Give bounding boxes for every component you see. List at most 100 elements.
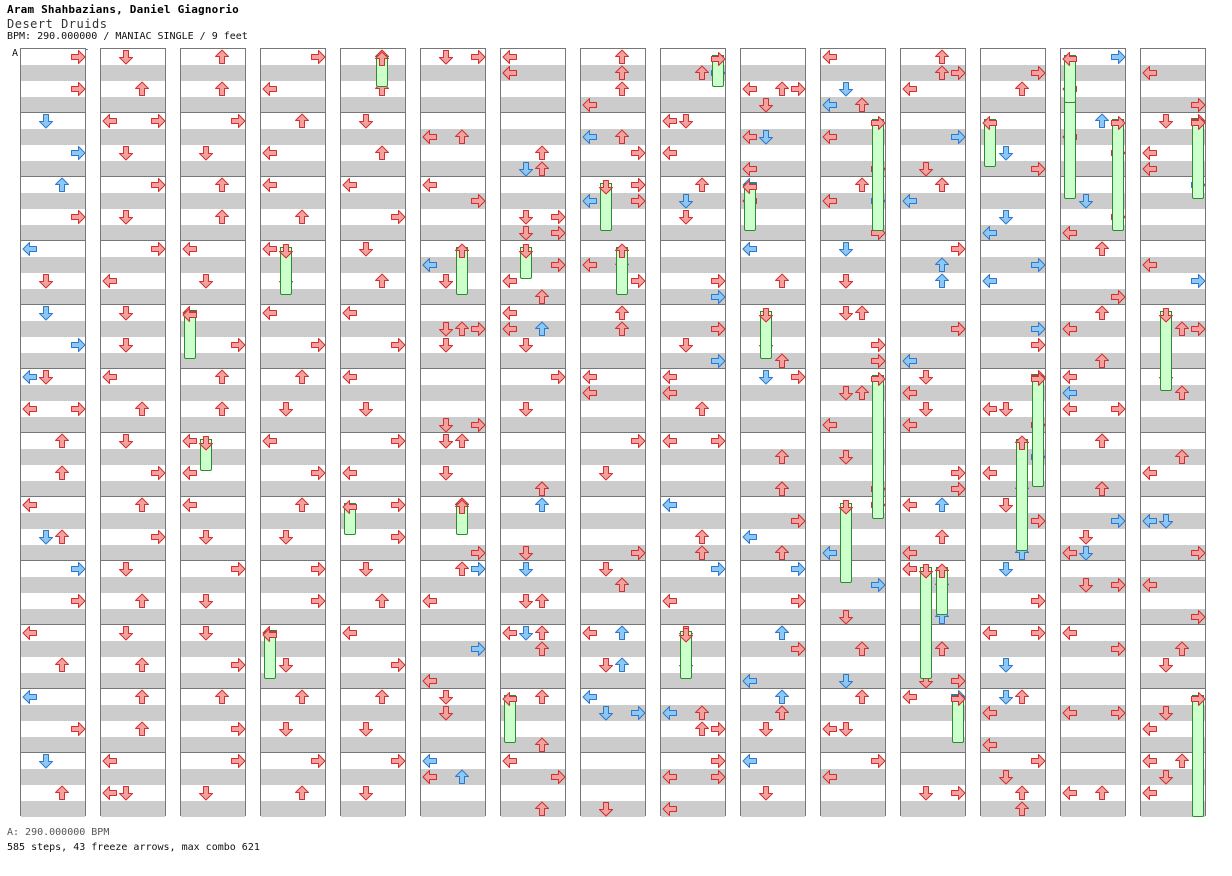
arrow-up-icon	[375, 145, 389, 160]
arrow-down-icon	[839, 274, 853, 289]
beat-stripe	[741, 257, 805, 273]
beat-stripe	[901, 481, 965, 497]
arrow-up-icon	[455, 433, 469, 448]
arrow-up-icon	[695, 721, 709, 736]
measure-line	[661, 112, 725, 113]
beat-stripe	[181, 737, 245, 753]
beat-stripe	[821, 545, 885, 561]
arrow-right-icon	[71, 146, 86, 160]
arrow-right-icon	[311, 594, 326, 608]
beat-stripe	[581, 385, 645, 401]
beat-stripe	[661, 513, 725, 529]
freeze-head-icon	[982, 116, 997, 130]
arrow-left-icon	[982, 738, 997, 752]
arrow-right-icon	[71, 50, 86, 64]
arrow-left-icon	[102, 786, 117, 800]
arrow-right-icon	[151, 242, 166, 256]
arrow-down-icon	[359, 722, 373, 737]
measure-line	[741, 688, 805, 689]
beat-stripe	[1141, 513, 1205, 529]
arrow-up-icon	[455, 321, 469, 336]
beat-stripe	[741, 737, 805, 753]
arrow-up-icon	[1095, 241, 1109, 256]
arrow-left-icon	[22, 242, 37, 256]
beat-stripe	[421, 161, 485, 177]
arrow-right-icon	[71, 82, 86, 96]
beat-stripe	[101, 737, 165, 753]
freeze-head-icon	[742, 180, 757, 194]
chart-column	[1140, 48, 1206, 817]
arrow-down-icon	[759, 98, 773, 113]
arrow-up-icon	[855, 385, 869, 400]
beat-stripe	[1061, 737, 1125, 753]
beat-stripe	[261, 481, 325, 497]
measure-line	[741, 368, 805, 369]
beat-stripe	[901, 161, 965, 177]
arrow-left-icon	[422, 130, 437, 144]
freeze-head-icon	[951, 692, 966, 706]
arrow-right-icon	[551, 258, 566, 272]
beat-stripe	[581, 737, 645, 753]
arrow-up-icon	[935, 641, 949, 656]
beat-stripe	[261, 353, 325, 369]
arrow-up-icon	[375, 689, 389, 704]
measure-line	[901, 304, 965, 305]
freeze-head-icon	[519, 244, 533, 259]
arrow-right-icon	[951, 242, 966, 256]
measure-line	[421, 240, 485, 241]
measure-line	[981, 112, 1045, 113]
arrow-down-icon	[599, 706, 613, 721]
arrow-down-icon	[759, 370, 773, 385]
beat-stripe	[741, 769, 805, 785]
arrow-down-icon	[839, 242, 853, 257]
measure-line	[261, 752, 325, 753]
arrow-up-icon	[775, 545, 789, 560]
beat-stripe	[981, 97, 1045, 113]
arrow-up-icon	[855, 305, 869, 320]
beat-stripe	[21, 705, 85, 721]
arrow-left-icon	[902, 354, 917, 368]
beat-stripe	[741, 801, 805, 817]
freeze-head-icon	[935, 563, 949, 578]
arrow-up-icon	[1175, 753, 1189, 768]
arrow-left-icon	[662, 770, 677, 784]
arrow-left-icon	[662, 706, 677, 720]
beat-stripe	[821, 705, 885, 721]
arrow-down-icon	[119, 562, 133, 577]
measure-line	[981, 496, 1045, 497]
arrow-right-icon	[151, 114, 166, 128]
arrow-up-icon	[695, 529, 709, 544]
beat-stripe	[821, 193, 885, 209]
arrow-up-icon	[135, 497, 149, 512]
beat-stripe	[661, 417, 725, 433]
arrow-right-icon	[791, 642, 806, 656]
beat-stripe	[21, 193, 85, 209]
beat-stripe	[501, 449, 565, 465]
beat-stripe	[1141, 65, 1205, 81]
beat-stripe	[821, 609, 885, 625]
arrow-right-icon	[1031, 66, 1046, 80]
arrow-down-icon	[1079, 530, 1093, 545]
measure-line	[501, 432, 565, 433]
measure-line	[741, 496, 805, 497]
beat-stripe	[181, 449, 245, 465]
arrow-up-icon	[775, 625, 789, 640]
arrow-right-icon	[71, 402, 86, 416]
beat-stripe	[1061, 705, 1125, 721]
arrow-right-icon	[151, 466, 166, 480]
measure-line	[741, 752, 805, 753]
chart-column	[20, 48, 86, 817]
arrow-down-icon	[279, 402, 293, 417]
arrow-up-icon	[375, 273, 389, 288]
arrow-up-icon	[135, 721, 149, 736]
measure-line	[821, 304, 885, 305]
arrow-down-icon	[199, 626, 213, 641]
arrow-right-icon	[711, 562, 726, 576]
arrow-down-icon	[519, 562, 533, 577]
beat-stripe	[101, 609, 165, 625]
arrow-right-icon	[471, 194, 486, 208]
arrow-left-icon	[502, 626, 517, 640]
beat-stripe	[501, 161, 565, 177]
arrow-up-icon	[935, 177, 949, 192]
arrow-down-icon	[439, 434, 453, 449]
